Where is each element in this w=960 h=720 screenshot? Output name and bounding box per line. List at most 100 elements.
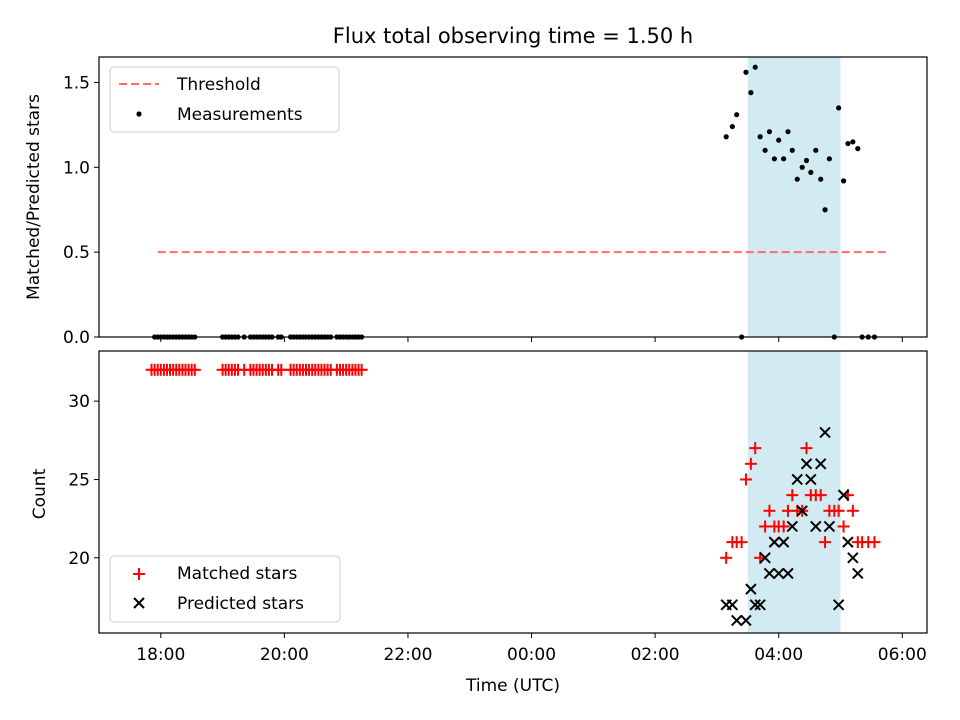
measurement-point: [799, 164, 805, 170]
x-stroke: [805, 473, 817, 486]
predicted-star-point: [823, 520, 836, 533]
count-legend: Matched stars Predicted stars: [109, 555, 341, 623]
count-highlight-span: [747, 351, 841, 633]
x-stroke: [842, 536, 854, 548]
x-stroke: [772, 567, 785, 580]
predicted-star-point: [759, 552, 771, 564]
matched-star-point: [749, 442, 762, 455]
x-stroke: [745, 583, 757, 595]
measurement-point: [743, 69, 749, 75]
matched-star-point: [846, 504, 859, 517]
count-y-axis-label: Count: [30, 468, 50, 519]
x-tick-label: 18:00: [136, 645, 185, 665]
y-tick-label: 25: [68, 470, 90, 490]
measurement-point: [794, 176, 800, 182]
measurement-point: [818, 176, 824, 182]
x-stroke: [763, 567, 776, 580]
count-panel: 20 25 30 18:00 20:00 22:00 00:00 02:00 04:00 06:…: [30, 350, 928, 696]
predicted-star-point: [842, 536, 854, 548]
predicted-star-point: [815, 458, 827, 470]
matched-star-point: [814, 489, 827, 502]
predicted-star-point: [796, 505, 808, 517]
x-tick-label: 22:00: [383, 645, 432, 665]
x-axis-label: Time (UTC): [465, 676, 560, 696]
y-tick-label: 1.5: [63, 73, 90, 93]
ratio-y-axis-label: Matched/Predicted stars: [24, 94, 44, 300]
ratio-panel-frame: [98, 56, 928, 338]
matched-star-point: [786, 489, 799, 502]
matched-star-point: [763, 504, 776, 517]
measurement-point: [803, 157, 810, 164]
matched-star-point: [735, 536, 748, 549]
legend-matched-swatch: [133, 568, 145, 580]
predicted-star-point: [852, 567, 864, 580]
matched-star-point: [777, 520, 790, 533]
y-tick-label: 30: [68, 392, 90, 412]
measurement-point: [776, 137, 782, 143]
predicted-star-point: [745, 583, 757, 595]
predicted-star-point: [791, 473, 803, 486]
x-stroke: [759, 552, 771, 564]
chart-title: Flux total observing time = 1.50 h: [333, 24, 693, 48]
predicted-star-point: [763, 567, 776, 580]
x-tick-label: 02:00: [631, 645, 680, 665]
measurement-point: [808, 169, 814, 175]
x-stroke: [782, 567, 794, 580]
x-stroke: [823, 520, 836, 533]
matched-star-point: [800, 442, 813, 455]
measurement-point: [850, 139, 856, 145]
predicted-star-point: [819, 426, 831, 439]
count-legend-box: [109, 555, 341, 623]
matched-star-point: [720, 551, 733, 564]
predicted-star-point: [805, 473, 817, 486]
predicted-star-point: [786, 520, 799, 533]
predicted-star-point: [837, 489, 850, 501]
predicted-star-point: [832, 599, 845, 611]
matched-star-point: [744, 457, 757, 470]
measurement-point: [748, 90, 754, 96]
ratio-legend: Threshold Measurements: [109, 66, 340, 133]
x-stroke: [749, 599, 761, 611]
legend-measurements-swatch: [136, 111, 142, 117]
x-stroke: [815, 458, 827, 470]
x-tick-label: 04:00: [754, 645, 803, 665]
predicted-star-point: [740, 614, 752, 627]
matched-star-point: [188, 363, 201, 376]
predicted-star-point: [800, 458, 813, 470]
measurement-point: [781, 156, 787, 162]
x-tick-label: 20:00: [260, 645, 309, 665]
x-stroke: [726, 599, 739, 611]
x-stroke: [786, 520, 799, 533]
ratio-legend-box: [109, 66, 340, 133]
predicted-star-point: [810, 520, 822, 533]
matched-star-point: [832, 504, 845, 517]
x-stroke: [800, 458, 813, 470]
measurement-point: [729, 123, 735, 130]
matched-star-point: [819, 536, 832, 549]
measurement-point: [766, 129, 773, 135]
predicted-star-point: [777, 536, 790, 548]
x-stroke: [847, 552, 859, 564]
measurement-point: [789, 147, 795, 153]
measurement-point: [836, 105, 842, 111]
matched-star-point: [868, 536, 881, 549]
x-stroke: [768, 536, 781, 548]
legend-measurements-label: Measurements: [177, 105, 303, 125]
x-tick-label: 00:00: [507, 645, 556, 665]
x-stroke: [819, 426, 831, 439]
x-stroke: [837, 489, 850, 501]
matched-star-point: [837, 520, 850, 533]
predicted-star-point: [847, 552, 859, 564]
predicted-star-point: [749, 599, 761, 611]
y-tick-label: 0.0: [63, 328, 90, 348]
x-stroke: [730, 614, 743, 627]
measurement-point: [723, 134, 729, 140]
predicted-star-point: [768, 536, 781, 548]
measurement-point: [734, 112, 740, 118]
measurement-point: [845, 140, 851, 147]
predicted-star-point: [754, 599, 766, 611]
measurement-point: [771, 156, 777, 162]
measurement-point: [826, 156, 832, 162]
x-stroke: [832, 599, 845, 611]
